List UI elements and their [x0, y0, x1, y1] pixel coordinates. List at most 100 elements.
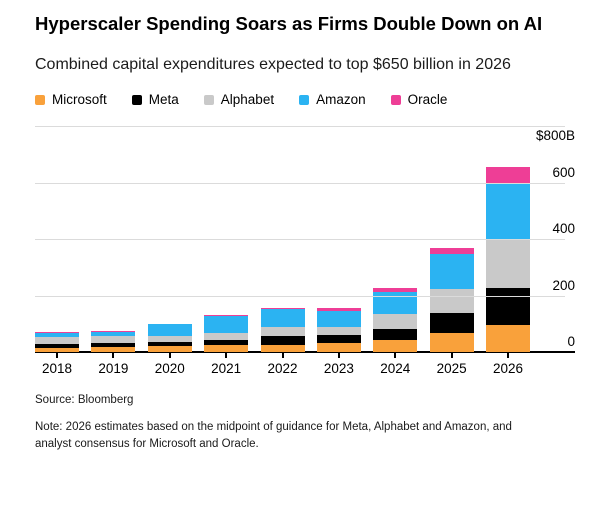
- x-tick-2025: [450, 353, 453, 358]
- x-slot-2020: 2020: [148, 353, 192, 376]
- bar-segment-2022-oracle: [260, 307, 305, 310]
- x-slot-2023: 2023: [317, 353, 361, 376]
- bar-segment-2023-alphabet: [316, 326, 361, 336]
- y-axis-unit-label: $800B: [535, 128, 575, 143]
- bar-segment-2018-oracle: [35, 331, 79, 333]
- legend-swatch-alphabet: [203, 94, 214, 105]
- x-tick-2020: [168, 353, 171, 358]
- bar-segment-2022-microsoft: [260, 344, 305, 352]
- bar-segment-2022-meta: [260, 336, 305, 345]
- plot-area: 600 400 200 0: [35, 126, 575, 353]
- bar-segment-2026-meta: [486, 288, 530, 326]
- note-text: Note: 2026 estimates based on the midpoi…: [35, 421, 512, 450]
- bar-segment-2024-meta: [373, 328, 418, 340]
- x-tick-2026: [507, 353, 509, 358]
- bar-2021: [204, 315, 249, 352]
- legend-swatch-oracle: [390, 94, 401, 105]
- legend-swatch-microsoft: [35, 94, 45, 105]
- legend: Microsoft Meta Alphabet Amazon Oracle: [35, 92, 575, 107]
- bar-2018: [35, 331, 79, 352]
- bar-segment-2019-microsoft: [91, 347, 136, 352]
- x-label-2022: 2022: [267, 361, 298, 376]
- x-tick-2022: [281, 353, 284, 358]
- x-label-2026: 2026: [492, 361, 524, 376]
- source-text: Source: Bloomberg: [35, 394, 134, 406]
- bar-segment-2019-alphabet: [91, 336, 136, 343]
- bar-segment-2022-alphabet: [260, 327, 305, 337]
- bar-segment-2018-microsoft: [35, 347, 79, 352]
- bar-2025: [429, 247, 474, 352]
- x-slot-2019: 2019: [91, 353, 135, 376]
- bars-row: [35, 126, 530, 352]
- bar-segment-2019-oracle: [91, 331, 136, 332]
- bar-segment-2021-microsoft: [204, 345, 249, 352]
- bar-segment-2024-amazon: [373, 291, 418, 314]
- bar-2024: [373, 287, 418, 352]
- x-tick-2023: [337, 353, 340, 358]
- legend-label: Microsoft: [52, 92, 107, 107]
- legend-label: Alphabet: [220, 92, 275, 107]
- x-tick-2019: [112, 353, 115, 358]
- bar-segment-2026-amazon: [486, 182, 530, 240]
- x-slot-2022: 2022: [261, 353, 305, 376]
- bar-segment-2022-amazon: [260, 309, 305, 328]
- y-tick-label-600: 600: [552, 164, 575, 180]
- bar-segment-2018-meta: [35, 343, 79, 348]
- bar-segment-2023-amazon: [316, 311, 361, 327]
- bar-segment-2025-alphabet: [429, 289, 474, 314]
- bar-segment-2023-oracle: [316, 307, 361, 312]
- x-label-2023: 2023: [323, 361, 354, 376]
- y-tick-label-400: 400: [552, 221, 575, 236]
- gridline-200: [35, 295, 565, 297]
- legend-swatch-amazon: [299, 94, 310, 105]
- legend-item-amazon: Amazon: [299, 92, 366, 107]
- legend-item-meta: Meta: [131, 92, 179, 107]
- bar-segment-2026-oracle: [486, 166, 530, 183]
- legend-item-alphabet: Alphabet: [203, 92, 275, 107]
- bar-segment-2020-meta: [147, 341, 192, 347]
- bar-2022: [260, 307, 305, 352]
- bar-2023: [316, 307, 361, 352]
- bar-segment-2019-amazon: [91, 331, 136, 337]
- x-axis-labels: 2018 2019 2020 2021 2022 2023 2024 2025 2026: [35, 353, 530, 376]
- x-axis-line: [35, 351, 575, 353]
- bar-segment-2021-amazon: [204, 315, 249, 333]
- x-label-2021: 2021: [211, 361, 242, 376]
- bar-segment-2020-microsoft: [147, 346, 192, 352]
- y-tick-label-0: 0: [567, 334, 575, 349]
- x-tick-2018: [56, 353, 58, 358]
- footer: Source: Bloomberg Note: 2026 estimates b…: [35, 393, 575, 453]
- gridline-400: [35, 239, 565, 240]
- legend-item-oracle: Oracle: [390, 92, 448, 107]
- bar-segment-2020-alphabet: [147, 335, 192, 342]
- legend-label: Oracle: [407, 92, 448, 107]
- bar-segment-2021-oracle: [204, 315, 249, 316]
- bar-segment-2024-alphabet: [373, 313, 418, 329]
- gridline-800: [35, 126, 565, 127]
- x-slot-2026: 2026: [486, 353, 530, 376]
- bar-segment-2020-oracle: [147, 323, 192, 325]
- x-label-2018: 2018: [41, 361, 73, 376]
- bar-segment-2026-alphabet: [486, 239, 530, 289]
- x-label-2019: 2019: [98, 361, 129, 376]
- bar-segment-2025-meta: [429, 313, 474, 333]
- x-label-2020: 2020: [154, 361, 185, 376]
- x-slot-2021: 2021: [204, 353, 248, 376]
- x-label-2024: 2024: [380, 361, 411, 376]
- bar-2019: [91, 331, 136, 352]
- legend-label: Meta: [148, 92, 179, 107]
- bar-segment-2018-alphabet: [35, 336, 79, 344]
- bar-segment-2024-microsoft: [373, 339, 418, 352]
- bar-segment-2025-microsoft: [429, 332, 474, 352]
- legend-swatch-meta: [131, 94, 142, 105]
- bar-segment-2024-oracle: [373, 287, 418, 292]
- bar-segment-2023-microsoft: [316, 343, 361, 352]
- chart-title: Hyperscaler Spending Soars as Firms Doub…: [35, 13, 543, 34]
- bar-segment-2021-alphabet: [204, 332, 249, 340]
- gridline-600: [35, 182, 565, 184]
- x-tick-2021: [225, 353, 228, 358]
- x-tick-2024: [394, 353, 397, 358]
- bar-segment-2026-microsoft: [486, 325, 530, 352]
- bar-segment-2021-meta: [204, 339, 249, 346]
